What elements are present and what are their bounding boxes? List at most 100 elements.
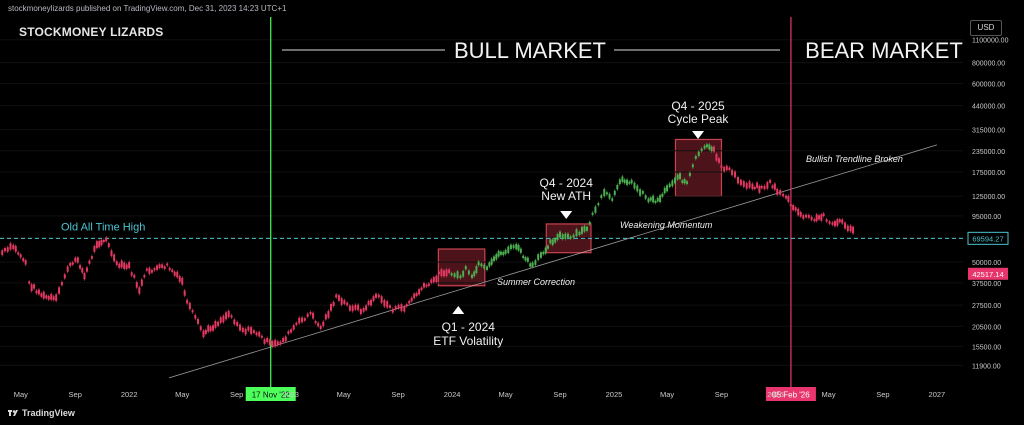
note-trendline-broken: Bullish Trendline Broken [806, 154, 903, 164]
candle-0-82 [209, 326, 212, 332]
candle-0-55 [140, 279, 143, 286]
candle-0-165 [430, 279, 433, 283]
candle-0-34 [88, 260, 91, 264]
gridlines [0, 39, 963, 366]
candle-2-40 [818, 215, 821, 220]
time-tick-2: 2022 [121, 390, 138, 399]
candle-1-76 [647, 198, 650, 203]
candle-0-122 [317, 322, 320, 327]
candle-0-120 [312, 312, 315, 319]
time-tick-9: May [499, 390, 513, 399]
candle-1-61 [608, 193, 611, 199]
candle-1-42 [556, 234, 559, 240]
candle-1-87 [674, 177, 677, 184]
candle-0-25 [66, 266, 69, 272]
candle-1-31 [529, 263, 532, 267]
candle-0-103 [266, 338, 269, 342]
candle-0-83 [212, 325, 215, 331]
candle-0-39 [100, 240, 103, 246]
candle-1-86 [671, 180, 674, 187]
footer-logo[interactable]: TradingView [8, 408, 75, 418]
candle-0-51 [130, 272, 133, 276]
candle-0-125 [324, 314, 327, 320]
candle-1-41 [554, 238, 557, 243]
candle-2-28 [787, 195, 790, 202]
candle-0-114 [295, 322, 298, 325]
candle-0-67 [171, 269, 174, 273]
candle-1-90 [681, 180, 684, 183]
candle-2-21 [769, 179, 772, 183]
candle-0-147 [383, 299, 386, 307]
candle-0-166 [432, 276, 435, 283]
candle-0-101 [260, 335, 263, 338]
candle-0-154 [403, 306, 406, 312]
candle-1-55 [591, 212, 594, 215]
candle-0-24 [63, 274, 66, 279]
candle-0-162 [422, 283, 425, 288]
candle-0-167 [435, 275, 438, 283]
candle-1-67 [623, 179, 626, 184]
currency-button[interactable]: USD [970, 20, 1002, 36]
vertical-marker-badge-1 [765, 387, 816, 401]
candle-0-23 [60, 282, 63, 286]
candle-0-109 [282, 337, 285, 343]
candle-2-13 [748, 181, 751, 188]
candle-2-29 [789, 204, 792, 207]
candle-0-107 [276, 341, 279, 346]
candle-1-6 [467, 270, 470, 275]
annotation-q4-2024-subtitle: New ATH [541, 189, 591, 203]
candle-1-16 [492, 256, 495, 262]
candle-0-17 [45, 295, 48, 299]
brand-title: STOCKMONEY LIZARDS [19, 25, 164, 39]
candle-2-31 [794, 207, 797, 211]
vertical-markers: 17 Nov '22 05 Feb '26 [245, 17, 816, 401]
candle-2-7 [731, 169, 734, 176]
candles-layer [1, 142, 855, 349]
candle-2-39 [815, 214, 818, 222]
candle-0-28 [74, 257, 77, 262]
candle-2-2 [717, 158, 720, 163]
candle-0-20 [52, 296, 55, 301]
candle-1-60 [605, 192, 608, 195]
candle-1-59 [603, 189, 606, 197]
candle-0-38 [98, 240, 101, 248]
candle-1-22 [507, 246, 510, 253]
candle-0-113 [292, 325, 295, 330]
candle-1-36 [542, 251, 545, 255]
candle-0-102 [263, 339, 266, 344]
candle-0-171 [445, 269, 448, 277]
candle-2-30 [792, 204, 795, 211]
candle-0-32 [83, 273, 86, 280]
time-tick-1: Sep [69, 390, 82, 399]
candle-0-5 [14, 245, 17, 252]
candle-2-5 [725, 165, 728, 171]
price-tick-1: 800000.00 [972, 61, 1005, 68]
price-axis: 1100000.00 800000.00 600000.00 440000.00 315… [963, 0, 1024, 405]
down-arrow-icon [560, 211, 573, 219]
candle-0-71 [181, 277, 184, 285]
candle-1-88 [676, 174, 679, 180]
candle-1-4 [462, 271, 465, 277]
candle-1-56 [594, 206, 597, 213]
candle-2-4 [723, 166, 726, 172]
price-tick-12: 27500.00 [972, 303, 1001, 310]
candle-0-15 [40, 293, 43, 297]
candle-0-140 [365, 305, 368, 311]
candle-1-1 [453, 273, 456, 278]
candle-0-142 [370, 299, 373, 306]
candle-1-33 [534, 260, 537, 265]
candle-1-83 [663, 187, 666, 194]
trendline [168, 144, 938, 379]
candle-0-132 [343, 300, 346, 304]
candle-0-61 [156, 265, 159, 270]
candle-2-25 [779, 190, 782, 195]
candle-1-52 [583, 226, 586, 232]
candle-0-53 [135, 282, 138, 288]
candle-0-44 [113, 254, 116, 262]
candle-0-158 [413, 293, 416, 299]
candle-0-95 [244, 328, 247, 335]
candle-0-144 [374, 293, 377, 298]
price-tick-0: 1100000.00 [972, 38, 1009, 45]
